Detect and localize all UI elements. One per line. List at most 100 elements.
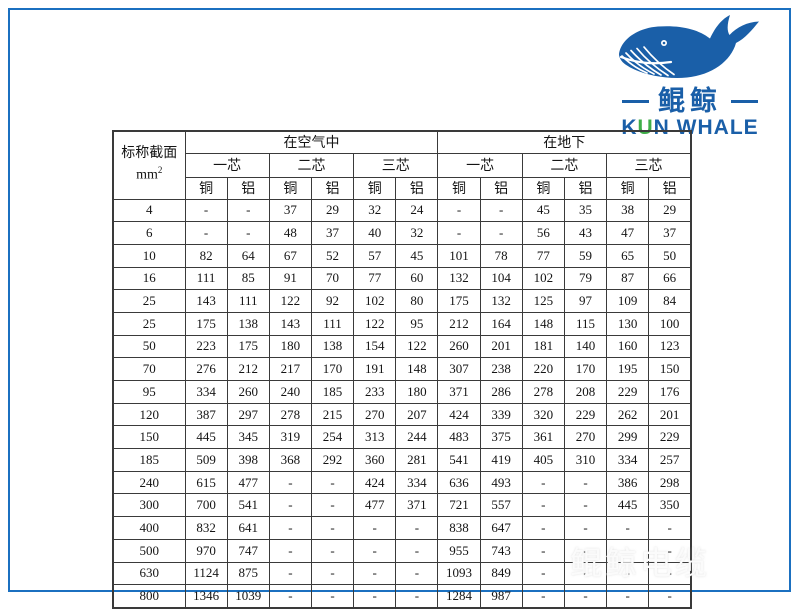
table-cell: 838 bbox=[437, 516, 481, 540]
table-cell: 298 bbox=[648, 470, 692, 495]
table-row: 400 832 641- - - -838 647- - - - bbox=[112, 516, 692, 540]
table-cell: 67 bbox=[268, 243, 312, 268]
table-cell: 111 bbox=[184, 266, 228, 291]
table-cell: 832 bbox=[184, 516, 228, 540]
row-label: 630 bbox=[112, 561, 186, 586]
table-cell: 138 bbox=[226, 311, 270, 336]
table-row: 630 1124 875- - - -1093 849- - - - bbox=[112, 561, 692, 586]
whale-icon bbox=[600, 10, 780, 90]
table-cell: 70 bbox=[310, 266, 355, 291]
table-cell: 102 bbox=[521, 266, 565, 291]
table-cell: 240 bbox=[268, 380, 312, 404]
row-label: 16 bbox=[112, 266, 186, 291]
row-label: 6 bbox=[112, 221, 186, 245]
row-label: 240 bbox=[112, 470, 186, 495]
table-cell: - bbox=[395, 538, 439, 563]
table-cell: 175 bbox=[437, 289, 481, 313]
table-cell: 84 bbox=[648, 289, 692, 313]
material-header: 铜 bbox=[606, 176, 650, 200]
table-cell: 262 bbox=[606, 402, 650, 427]
table-cell: 111 bbox=[226, 289, 270, 313]
material-header: 铜 bbox=[184, 176, 228, 200]
table-cell: 77 bbox=[521, 243, 565, 268]
table-cell: - bbox=[648, 538, 692, 563]
table-cell: 64 bbox=[226, 243, 270, 268]
table-cell: - bbox=[353, 584, 397, 609]
table-cell: 387 bbox=[184, 402, 228, 427]
table-cell: - bbox=[310, 516, 355, 540]
row-label: 120 bbox=[112, 402, 186, 427]
table-cell: 386 bbox=[606, 470, 650, 495]
table-cell: 37 bbox=[648, 221, 692, 245]
table-cell: 445 bbox=[606, 493, 650, 518]
table-cell: 35 bbox=[563, 198, 608, 223]
table-cell: 37 bbox=[268, 198, 312, 223]
table-cell: 85 bbox=[226, 266, 270, 291]
material-header: 铝 bbox=[479, 176, 523, 200]
table-cell: 233 bbox=[353, 380, 397, 404]
table-cell: 148 bbox=[395, 357, 439, 381]
table-cell: 477 bbox=[353, 493, 397, 518]
table-cell: 307 bbox=[437, 357, 481, 381]
table-cell: 375 bbox=[479, 425, 523, 450]
table-cell: 319 bbox=[268, 425, 312, 450]
table-cell: 212 bbox=[226, 357, 270, 381]
table-cell: 191 bbox=[353, 357, 397, 381]
row-label: 70 bbox=[112, 357, 186, 381]
table-cell: 747 bbox=[226, 538, 270, 563]
table-cell: 56 bbox=[521, 221, 565, 245]
dash-left bbox=[622, 100, 649, 103]
material-header: 铜 bbox=[353, 176, 397, 200]
table-cell: - bbox=[310, 561, 355, 586]
table-cell: - bbox=[437, 221, 481, 245]
table-cell: 334 bbox=[606, 448, 650, 472]
table-cell: - bbox=[268, 493, 312, 518]
table-cell: 229 bbox=[648, 425, 692, 450]
material-header: 铝 bbox=[226, 176, 270, 200]
table-cell: 220 bbox=[521, 357, 565, 381]
table-cell: 45 bbox=[521, 198, 565, 223]
table-cell: 122 bbox=[268, 289, 312, 313]
table-cell: 215 bbox=[310, 402, 355, 427]
table-cell: - bbox=[479, 198, 523, 223]
row-label: 500 bbox=[112, 538, 186, 563]
table-cell: 111 bbox=[310, 311, 355, 336]
table-cell: 150 bbox=[648, 357, 692, 381]
table-cell: 276 bbox=[184, 357, 228, 381]
table-cell: 419 bbox=[479, 448, 523, 472]
table-cell: 217 bbox=[268, 357, 312, 381]
material-header: 铜 bbox=[268, 176, 312, 200]
table-cell: 24 bbox=[395, 198, 439, 223]
table-cell: 97 bbox=[563, 289, 608, 313]
row-label: 25 bbox=[112, 311, 186, 336]
table-cell: 180 bbox=[395, 380, 439, 404]
table-cell: 92 bbox=[310, 289, 355, 313]
row-label: 150 bbox=[112, 425, 186, 450]
row-label: 10 bbox=[112, 243, 186, 268]
table-cell: - bbox=[521, 538, 565, 563]
row-label: 300 bbox=[112, 493, 186, 518]
table-cell: 278 bbox=[268, 402, 312, 427]
table-cell: 360 bbox=[353, 448, 397, 472]
row-label: 4 bbox=[112, 198, 186, 223]
brand-cn-text: 鲲鲸 bbox=[658, 86, 722, 116]
table-cell: 743 bbox=[479, 538, 523, 563]
table-cell: 52 bbox=[310, 243, 355, 268]
table-cell: 223 bbox=[184, 334, 228, 359]
table-cell: 350 bbox=[648, 493, 692, 518]
table-cell: 270 bbox=[563, 425, 608, 450]
table-cell: 334 bbox=[395, 470, 439, 495]
table-cell: - bbox=[648, 561, 692, 586]
table-cell: - bbox=[395, 516, 439, 540]
table-cell: 424 bbox=[437, 402, 481, 427]
table-cell: 345 bbox=[226, 425, 270, 450]
table-cell: - bbox=[226, 221, 270, 245]
table-cell: 270 bbox=[353, 402, 397, 427]
table-cell: 541 bbox=[226, 493, 270, 518]
table-cell: 557 bbox=[479, 493, 523, 518]
table-cell: 286 bbox=[479, 380, 523, 404]
table-cell: 1124 bbox=[184, 561, 228, 586]
table-cell: - bbox=[563, 561, 608, 586]
table-cell: 1039 bbox=[226, 584, 270, 609]
table-cell: 647 bbox=[479, 516, 523, 540]
